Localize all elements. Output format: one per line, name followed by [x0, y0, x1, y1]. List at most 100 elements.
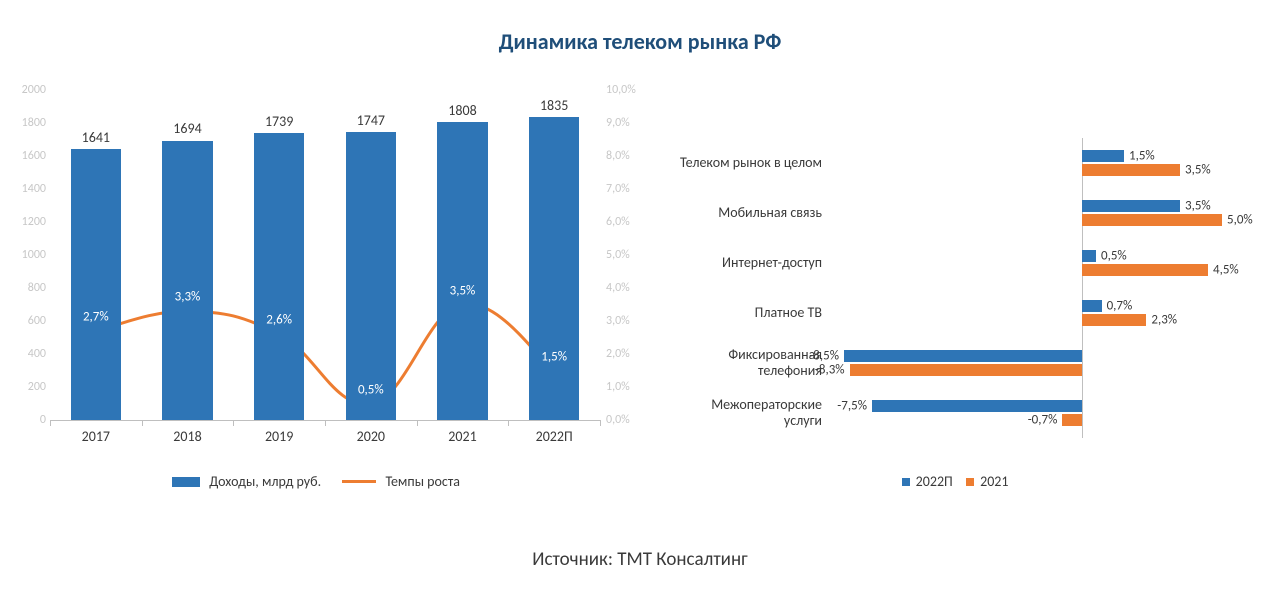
growth-value-label: 2,6%: [266, 313, 292, 328]
segment-value-label: 0,7%: [1107, 299, 1133, 314]
y-right-tick: 0,0%: [606, 413, 642, 427]
left-plot-area: [50, 90, 600, 421]
growth-line: [50, 90, 600, 420]
x-tickmark: [233, 420, 234, 426]
segment-bar: [872, 400, 1082, 412]
segment-bar: [1082, 314, 1146, 326]
segment-value-label: -7,5%: [837, 399, 867, 414]
legend-label-2022: 2022П: [916, 473, 953, 490]
bar-value-label: 1835: [540, 97, 568, 114]
x-tick: 2017: [82, 428, 110, 445]
x-tickmark: [142, 420, 143, 426]
segment-value-label: 0,5%: [1101, 249, 1127, 264]
segment-bar: [1082, 250, 1096, 262]
segment-bar: [1062, 414, 1082, 426]
y-left-tick: 1800: [10, 116, 46, 130]
y-right-tick: 3,0%: [606, 314, 642, 328]
segment-bar: [1082, 150, 1124, 162]
segment-value-label: -8,5%: [809, 349, 839, 364]
left-chart: Доходы, млрд руб. Темпы роста 0 200 400 600…: [10, 80, 640, 490]
revenue-bar: [71, 149, 121, 420]
right-legend: 2022П 2021: [650, 472, 1270, 490]
segment-value-label: 1,5%: [1129, 149, 1155, 164]
segment-bar: [1082, 264, 1208, 276]
segment-bar: [850, 364, 1082, 376]
segment-value-label: -8,3%: [815, 363, 845, 378]
segment-value-label: 2,3%: [1151, 313, 1177, 328]
y-left-tick: 600: [10, 314, 46, 328]
x-tick: 2020: [357, 428, 385, 445]
segment-value-label: 4,5%: [1213, 263, 1239, 278]
growth-value-label: 0,5%: [358, 382, 384, 397]
revenue-bar: [346, 132, 396, 420]
x-tickmark: [417, 420, 418, 426]
segment-bar: [1082, 300, 1102, 312]
category-label: Телеком рынок в целом: [652, 155, 822, 171]
y-right-tick: 5,0%: [606, 248, 642, 262]
page-title: Динамика телеком рынка РФ: [0, 28, 1280, 55]
y-right-tick: 10,0%: [606, 83, 642, 97]
growth-value-label: 3,3%: [175, 290, 201, 305]
legend-swatch-2022: [902, 478, 910, 486]
y-left-tick: 1400: [10, 182, 46, 196]
x-tick: 2018: [173, 428, 201, 445]
y-right-tick: 1,0%: [606, 380, 642, 394]
segment-bar: [844, 350, 1082, 362]
x-tickmark: [325, 420, 326, 426]
x-tickmark: [50, 420, 51, 426]
y-left-tick: 1000: [10, 248, 46, 262]
segment-value-label: 3,5%: [1185, 163, 1211, 178]
y-left-tick: 2000: [10, 83, 46, 97]
y-right-tick: 6,0%: [606, 215, 642, 229]
segment-bar: [1082, 214, 1222, 226]
x-tickmark: [600, 420, 601, 426]
bar-value-label: 1747: [357, 112, 385, 129]
y-left-tick: 1200: [10, 215, 46, 229]
source-text: Источник: ТМТ Консалтинг: [0, 548, 1280, 571]
segment-value-label: 5,0%: [1227, 213, 1253, 228]
category-label: Мобильная связь: [652, 205, 822, 221]
bar-value-label: 1694: [173, 120, 201, 137]
growth-value-label: 3,5%: [450, 283, 476, 298]
y-right-tick: 8,0%: [606, 149, 642, 163]
y-left-tick: 200: [10, 380, 46, 394]
left-legend: Доходы, млрд руб. Темпы роста: [10, 472, 640, 490]
legend-label-2021: 2021: [980, 473, 1008, 490]
bar-value-label: 1808: [448, 102, 476, 119]
growth-value-label: 1,5%: [541, 349, 567, 364]
y-left-tick: 400: [10, 347, 46, 361]
y-right-tick: 4,0%: [606, 281, 642, 295]
zero-axis: [1082, 138, 1083, 438]
segment-bar: [1082, 164, 1180, 176]
y-right-tick: 7,0%: [606, 182, 642, 196]
x-tickmark: [508, 420, 509, 426]
page: Динамика телеком рынка РФ Доходы, млрд р…: [0, 0, 1280, 593]
growth-value-label: 2,7%: [83, 309, 109, 324]
y-right-tick: 9,0%: [606, 116, 642, 130]
revenue-bar: [529, 117, 579, 420]
segment-bar: [1082, 200, 1180, 212]
y-left-tick: 800: [10, 281, 46, 295]
legend-label-line: Темпы роста: [385, 473, 459, 490]
x-tick: 2019: [265, 428, 293, 445]
y-right-tick: 2,0%: [606, 347, 642, 361]
y-left-tick: 0: [10, 413, 46, 427]
category-label: Интернет-доступ: [652, 255, 822, 271]
revenue-bar: [162, 141, 212, 421]
revenue-bar: [254, 133, 304, 420]
legend-swatch-line: [342, 480, 376, 483]
category-label: Межоператорскиеуслуги: [652, 397, 822, 429]
x-tick: 2021: [448, 428, 476, 445]
revenue-bar: [437, 122, 487, 420]
y-left-tick: 1600: [10, 149, 46, 163]
legend-swatch-2021: [966, 478, 974, 486]
bar-value-label: 1739: [265, 113, 293, 130]
bar-value-label: 1641: [82, 129, 110, 146]
legend-swatch-bar: [172, 477, 200, 487]
segment-value-label: -0,7%: [1028, 413, 1058, 428]
right-plot-area: [830, 138, 1250, 438]
category-label: Фиксированнаятелефония: [652, 347, 822, 379]
right-chart: 2022П 2021 Телеком рынок в целом 1,5% 3,5%…: [650, 80, 1270, 490]
x-tick: 2022П: [536, 428, 573, 445]
segment-value-label: 3,5%: [1185, 199, 1211, 214]
